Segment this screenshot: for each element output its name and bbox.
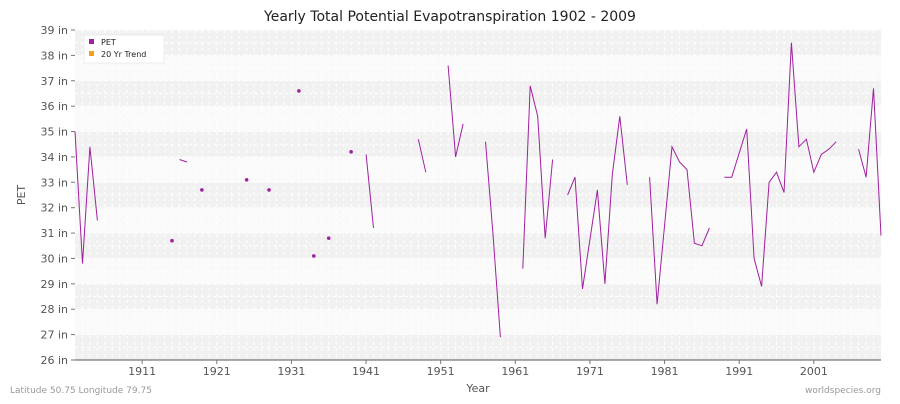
- pet-line-segment: [447, 65, 464, 158]
- y-axis-label: PET: [15, 185, 28, 206]
- pet-line-segment: [365, 154, 374, 229]
- y-tick-label: 29 in: [40, 278, 68, 291]
- pet-point: [326, 236, 331, 240]
- y-tick-label: 28 in: [40, 303, 68, 316]
- pet-line-segment: [567, 116, 628, 289]
- y-tick-label: 30 in: [40, 252, 68, 265]
- legend-swatch-trend: [89, 51, 94, 56]
- pet-point: [349, 150, 353, 154]
- y-tick-label: 35 in: [40, 126, 68, 139]
- pet-line-segment: [858, 88, 882, 236]
- legend-swatch-pet: [89, 39, 94, 44]
- footer-coordinates: Latitude 50.75 Longitude 79.75: [10, 386, 152, 396]
- chart-title: Yearly Total Potential Evapotranspiratio…: [263, 9, 636, 25]
- legend: PET 20 Yr Trend: [83, 34, 165, 64]
- x-tick-label: 1931: [277, 365, 305, 378]
- x-axis-label: Year: [465, 382, 490, 395]
- pet-line-segment: [724, 42, 837, 287]
- y-tick-label: 33 in: [40, 176, 68, 189]
- pet-line-segment: [74, 131, 98, 264]
- footer-source: worldspecies.org: [805, 386, 881, 396]
- pet-point: [312, 254, 316, 258]
- pet-line-segment: [417, 139, 427, 173]
- x-tick-label: 1951: [427, 365, 455, 378]
- pet-line-segment: [649, 144, 710, 305]
- x-tick-label: 1991: [725, 365, 753, 378]
- x-tick-label: 1921: [203, 365, 231, 378]
- pet-point: [267, 188, 271, 192]
- y-tick-label: 27 in: [40, 329, 68, 342]
- y-tick-label: 31 in: [40, 227, 68, 240]
- pet-line-segment: [179, 159, 188, 163]
- legend-box: [83, 34, 165, 64]
- y-tick-label: 39 in: [40, 24, 68, 37]
- y-tick-label: 34 in: [40, 151, 68, 164]
- x-tick-label: 1911: [128, 365, 156, 378]
- pet-line-segment: [522, 85, 554, 269]
- legend-label-pet: PET: [101, 38, 116, 47]
- x-tick-label: 1961: [501, 365, 529, 378]
- x-tick-label: 1981: [651, 365, 679, 378]
- pet-point: [200, 188, 204, 192]
- pet-point: [244, 177, 249, 182]
- legend-label-trend: 20 Yr Trend: [101, 50, 146, 59]
- pet-point: [170, 238, 174, 243]
- y-tick-label: 37 in: [40, 75, 68, 88]
- y-tick-label: 26 in: [40, 354, 68, 367]
- x-tick-label: 2001: [800, 365, 828, 378]
- pet-point: [297, 89, 301, 93]
- y-tick-label: 32 in: [40, 202, 68, 215]
- y-tick-label: 36 in: [40, 100, 68, 113]
- y-tick-label: 38 in: [40, 49, 68, 62]
- x-tick-label: 1941: [352, 365, 380, 378]
- pet-line-segment: [485, 141, 501, 338]
- x-tick-label: 1971: [576, 365, 604, 378]
